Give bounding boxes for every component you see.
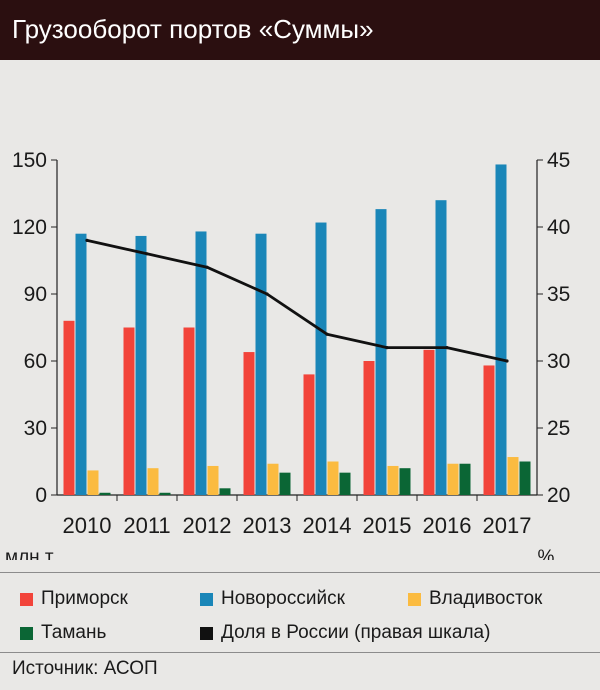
y-right-tick-label: 20 [547, 484, 570, 507]
bar [267, 463, 279, 495]
bar [375, 209, 387, 495]
y-left-tick-label: 0 [35, 484, 47, 507]
legend-item-primorsk: Приморск [20, 588, 128, 610]
x-tick-label: 2011 [123, 513, 170, 538]
bar [399, 468, 411, 495]
legend-label: Приморск [41, 588, 128, 609]
header-bar: Грузооборот портов «Суммы» [0, 0, 600, 60]
line-point [505, 359, 509, 363]
x-tick-label: 2015 [363, 513, 412, 538]
x-tick-label: 2012 [183, 513, 232, 538]
bar [447, 463, 459, 495]
x-tick-label: 2014 [303, 513, 352, 538]
bar [327, 461, 339, 495]
y-left-tick-label: 150 [12, 149, 47, 172]
legend-swatch [200, 592, 213, 606]
legend-swatch [20, 626, 33, 640]
bar [207, 465, 219, 495]
bar [99, 492, 111, 495]
x-tick-label: 2010 [63, 513, 112, 538]
bar [459, 463, 471, 495]
legend-swatch [20, 592, 33, 606]
bar [183, 327, 195, 495]
legend-label: Владивосток [429, 588, 543, 609]
y-right-tick-label: 25 [547, 417, 570, 440]
legend-item-vladivostok: Владивосток [408, 588, 542, 610]
legend-top-divider [0, 572, 600, 573]
bar [339, 472, 351, 495]
bar [195, 231, 207, 495]
line-point [145, 252, 149, 256]
y-left-tick-label: 120 [12, 216, 47, 239]
x-tick-label: 2016 [423, 513, 472, 538]
bar [423, 349, 435, 495]
chart-title: Грузооборот портов «Суммы» [12, 14, 374, 44]
bar [519, 461, 531, 495]
legend-item-taman: Тамань [20, 622, 106, 644]
bar [255, 233, 267, 495]
bar [279, 472, 291, 495]
y-left-tick-label: 90 [24, 283, 47, 306]
line-point [385, 346, 389, 350]
x-tick-label: 2017 [483, 513, 532, 538]
y-right-tick-label: 30 [547, 350, 570, 373]
bar [219, 488, 231, 495]
bar [243, 352, 255, 495]
bar [387, 465, 399, 495]
y-left-tick-label: 60 [24, 350, 47, 373]
bar [363, 361, 375, 495]
legend-swatch [408, 592, 421, 606]
legend-label: Доля в России (правая шкала) [221, 622, 491, 643]
line-point [325, 332, 329, 336]
bar [303, 374, 315, 495]
bar [87, 470, 99, 495]
bar [483, 365, 495, 495]
bar [315, 222, 327, 496]
legend-item-share-russia: Доля в России (правая шкала) [200, 622, 490, 644]
y-left-tick-label: 30 [24, 417, 47, 440]
bar [495, 164, 507, 495]
line-share-russia [86, 239, 508, 363]
legend-item-novorossiysk: Новороссийск [200, 588, 345, 610]
line-point [85, 238, 89, 242]
bar [135, 235, 147, 495]
line-point [265, 292, 269, 296]
line-point [205, 265, 209, 269]
bar [63, 320, 75, 495]
x-tick-label: 2013 [243, 513, 292, 538]
bar [159, 492, 171, 495]
legend-label: Новороссийск [221, 588, 345, 609]
y-right-tick-label: 40 [547, 216, 570, 239]
bar [507, 457, 519, 495]
source-divider [0, 652, 600, 653]
bar [75, 233, 87, 495]
y-right-unit-label: % [538, 547, 555, 560]
y-right-tick-label: 45 [547, 149, 570, 172]
legend-label: Тамань [41, 622, 107, 643]
chart-plot: 0 30 60 90 120 150 20 25 30 35 40 45 2010 2011 2012 201… [5, 149, 570, 560]
bar [123, 327, 135, 495]
legend-swatch [200, 626, 213, 640]
line-point [445, 346, 449, 350]
y-right-tick-label: 35 [547, 283, 570, 306]
bar [147, 468, 159, 495]
source-note: Источник: АСОП [12, 658, 158, 679]
y-left-unit-label: млн т [5, 547, 54, 560]
